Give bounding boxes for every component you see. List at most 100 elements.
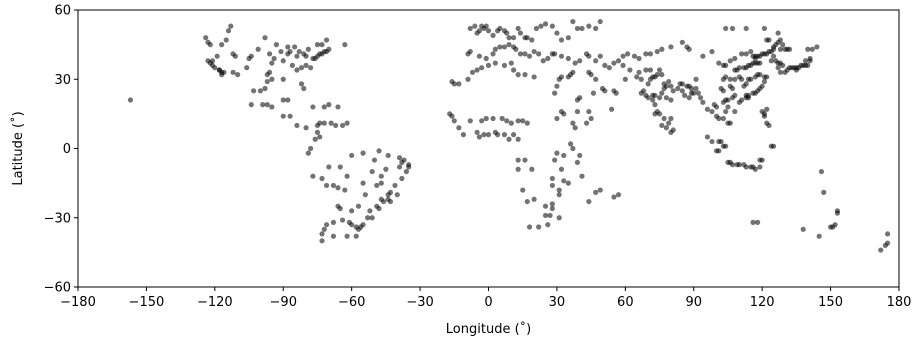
data-point: [577, 95, 583, 101]
data-point: [620, 53, 626, 59]
data-point: [371, 157, 378, 163]
data-point: [209, 58, 216, 64]
data-point: [659, 46, 665, 52]
data-point: [547, 212, 553, 219]
data-point: [542, 212, 549, 219]
data-point: [510, 67, 517, 73]
data-point: [757, 157, 763, 163]
data-point: [743, 25, 749, 32]
data-point: [479, 65, 485, 71]
data-point: [303, 62, 309, 68]
data-point: [515, 25, 521, 32]
data-point: [355, 203, 362, 209]
data-point: [504, 118, 510, 124]
data-point: [319, 175, 325, 182]
data-point: [474, 129, 480, 135]
data-point: [542, 203, 549, 209]
data-point: [212, 65, 218, 71]
data-point: [759, 108, 765, 115]
data-point: [700, 53, 706, 59]
data-point: [285, 97, 291, 103]
data-point: [501, 44, 508, 50]
data-point: [558, 108, 565, 115]
data-point: [729, 25, 736, 32]
data-point: [770, 53, 777, 59]
data-point: [449, 78, 455, 85]
data-point: [319, 238, 325, 244]
data-point: [732, 92, 738, 99]
data-point: [508, 60, 514, 66]
data-point: [613, 90, 619, 96]
data-point: [266, 69, 273, 75]
data-point: [490, 32, 496, 38]
data-point: [590, 90, 597, 96]
data-point: [262, 35, 268, 41]
data-point: [652, 111, 658, 117]
data-point: [310, 55, 316, 62]
data-point: [759, 83, 765, 89]
data-point: [308, 65, 314, 71]
data-point: [501, 132, 508, 138]
data-point: [586, 53, 592, 59]
data-point: [679, 39, 685, 45]
data-point: [317, 134, 323, 140]
data-point: [729, 162, 736, 168]
data-point: [732, 108, 738, 115]
data-point: [723, 143, 729, 149]
y-axis-label: Latitude (˚): [10, 111, 26, 185]
data-point: [732, 67, 738, 73]
data-point: [285, 44, 291, 50]
data-point: [549, 175, 555, 182]
data-point: [878, 247, 884, 253]
data-point: [383, 166, 389, 172]
x-tick-label: 0: [484, 295, 492, 310]
data-point: [725, 104, 731, 110]
data-point: [294, 53, 300, 59]
data-point: [670, 127, 676, 133]
data-point: [723, 108, 729, 115]
data-point: [305, 46, 311, 52]
data-point: [549, 201, 555, 207]
data-point: [552, 51, 558, 57]
data-point: [346, 219, 352, 225]
data-point: [704, 106, 711, 112]
data-point: [558, 74, 565, 80]
data-point: [816, 233, 822, 239]
data-point: [552, 157, 558, 163]
data-point: [310, 173, 316, 179]
data-point: [526, 53, 533, 59]
data-point: [570, 145, 576, 152]
data-point: [561, 152, 567, 159]
data-point: [602, 88, 608, 94]
data-point: [485, 28, 492, 34]
data-point: [266, 51, 273, 57]
data-point: [620, 62, 626, 68]
data-point: [401, 157, 407, 163]
data-point: [818, 168, 825, 175]
data-point: [663, 95, 669, 101]
data-point: [761, 78, 768, 85]
data-point: [353, 224, 359, 230]
x-tick-label: −30: [406, 295, 433, 310]
data-point: [748, 48, 754, 55]
data-point: [565, 35, 571, 41]
x-tick-label: −180: [60, 295, 96, 310]
data-point: [497, 44, 503, 50]
data-point: [638, 90, 644, 96]
data-point: [736, 65, 742, 71]
data-point: [360, 180, 366, 186]
x-tick-label: −60: [338, 295, 365, 310]
data-point: [127, 97, 134, 103]
data-point: [396, 164, 403, 170]
data-point: [469, 69, 476, 75]
data-point: [570, 69, 576, 75]
data-point: [467, 48, 473, 55]
data-point: [269, 76, 275, 82]
data-point: [786, 46, 793, 52]
data-point: [510, 132, 517, 138]
data-point: [727, 76, 733, 82]
data-point: [515, 118, 521, 124]
data-point: [378, 173, 384, 179]
data-point: [374, 203, 380, 209]
